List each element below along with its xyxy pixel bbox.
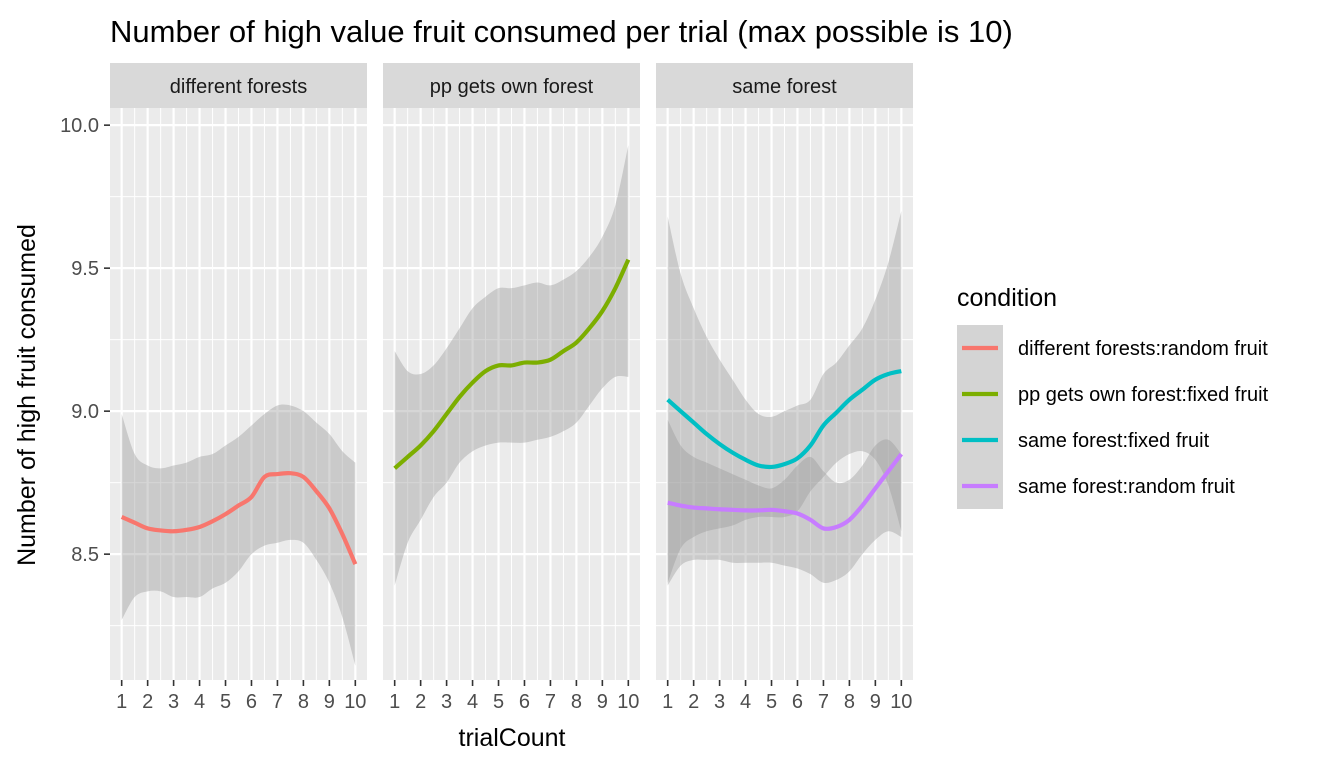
x-tick-label: 4 — [467, 691, 478, 713]
x-tick-label: 6 — [519, 691, 530, 713]
series-line — [666, 369, 902, 470]
facet-strip — [110, 63, 367, 108]
y-axis-title: Number of high fruit consumed — [13, 224, 41, 566]
y-tick-label: 9.0 — [71, 401, 99, 423]
x-tick-label: 6 — [246, 691, 257, 713]
x-tick-label: 1 — [116, 691, 127, 713]
x-tick-label: 7 — [545, 691, 556, 713]
legend-title: condition — [957, 284, 1057, 312]
x-tick-label: 5 — [493, 691, 504, 713]
x-tick-label: 9 — [870, 691, 881, 713]
x-tick-label: 8 — [844, 691, 855, 713]
x-tick-label: 6 — [792, 691, 803, 713]
facet-strip-label: same forest — [732, 76, 837, 98]
x-tick-label: 1 — [389, 691, 400, 713]
facet-strip — [656, 63, 913, 108]
legend-entry-label: same forest:fixed fruit — [1018, 430, 1210, 452]
x-tick-label: 2 — [415, 691, 426, 713]
facet-strip-label: different forests — [170, 76, 307, 98]
confidence-band — [667, 210, 902, 583]
legend-entry-label: same forest:random fruit — [1018, 476, 1235, 498]
x-tick-label: 4 — [194, 691, 205, 713]
legend: condition different forests:random fruit… — [957, 284, 1269, 509]
series-line — [120, 470, 358, 566]
series-line — [393, 258, 631, 470]
x-tick-label: 9 — [597, 691, 608, 713]
x-tick-label: 1 — [662, 691, 673, 713]
x-tick-label: 7 — [818, 691, 829, 713]
x-tick-label: 5 — [766, 691, 777, 713]
x-tick-label: 3 — [714, 691, 725, 713]
y-tick-label: 8.5 — [71, 544, 99, 566]
facet-panel: different forests 1 2 3 4 5 6 7 8 9 10 — [110, 63, 367, 713]
legend-entry-label: different forests:random fruit — [1018, 338, 1268, 360]
x-tick-label: 2 — [142, 691, 153, 713]
x-tick-label: 7 — [272, 691, 283, 713]
x-tick-label: 10 — [890, 691, 912, 713]
legend-entry-label: pp gets own forest:fixed fruit — [1018, 384, 1269, 406]
x-tick-label: 10 — [344, 691, 366, 713]
confidence-band — [121, 404, 356, 666]
y-axis: 8.5 9.0 9.5 10.0 — [60, 115, 110, 566]
confidence-band — [667, 419, 902, 586]
y-tick-label: 9.5 — [71, 258, 99, 280]
x-tick-label: 2 — [688, 691, 699, 713]
x-tick-label: 3 — [441, 691, 452, 713]
x-tick-label: 8 — [298, 691, 309, 713]
y-tick-label: 10.0 — [60, 115, 99, 137]
x-tick-label: 5 — [220, 691, 231, 713]
facet-panel: same forest 1 2 3 4 5 6 7 8 9 10 — [656, 63, 913, 713]
x-tick-label: 8 — [571, 691, 582, 713]
facet-strip — [383, 63, 640, 108]
x-tick-label: 4 — [740, 691, 751, 713]
x-tick-label: 10 — [617, 691, 639, 713]
x-tick-label: 9 — [324, 691, 335, 713]
facet-panel: pp gets own forest 1 2 3 4 5 6 7 8 9 10 — [383, 63, 640, 713]
x-axis-title: trialCount — [459, 724, 566, 752]
chart-title: Number of high value fruit consumed per … — [110, 14, 1013, 49]
x-tick-label: 3 — [168, 691, 179, 713]
facet-strip-label: pp gets own forest — [430, 76, 594, 98]
series-line — [667, 452, 903, 531]
